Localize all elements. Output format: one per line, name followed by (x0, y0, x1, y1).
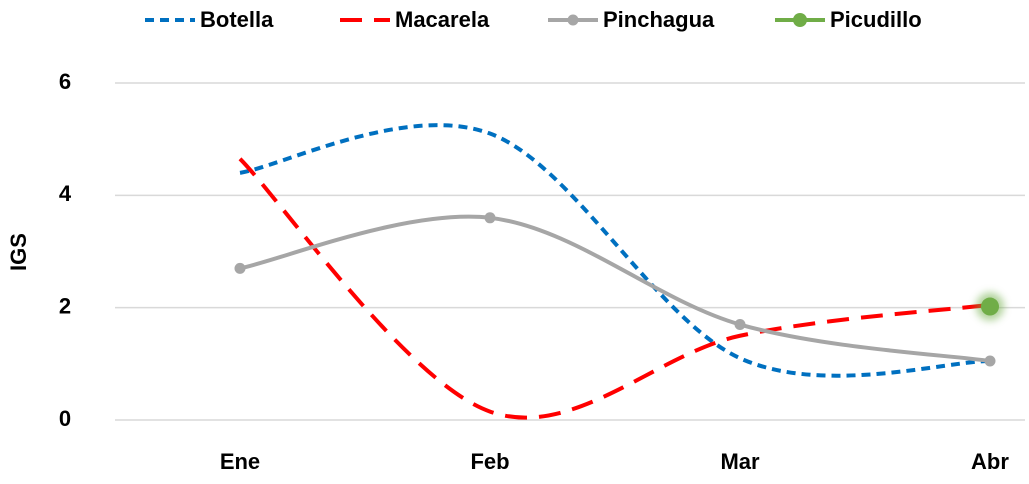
legend-label: Picudillo (830, 7, 922, 32)
x-tick-label: Abr (971, 449, 1009, 474)
y-tick-label: 0 (59, 406, 71, 431)
marker (981, 297, 999, 316)
marker (484, 212, 496, 224)
series-line (239, 123, 991, 378)
y-tick-label: 4 (59, 181, 72, 206)
legend-label: Botella (200, 7, 274, 32)
series-line (238, 157, 991, 420)
y-tick-label: 2 (59, 293, 71, 318)
y-axis-label: IGS (6, 233, 31, 271)
legend-label: Macarela (395, 7, 490, 32)
x-tick-label: Feb (470, 449, 509, 474)
legend-marker (793, 13, 807, 27)
marker (734, 319, 746, 331)
x-tick-label: Mar (720, 449, 760, 474)
y-tick-label: 6 (59, 69, 71, 94)
legend-marker (567, 14, 579, 26)
series-line (238, 214, 992, 364)
x-tick-label: Ene (220, 449, 260, 474)
legend-label: Pinchagua (603, 7, 715, 32)
marker (234, 262, 246, 274)
marker (984, 355, 996, 367)
